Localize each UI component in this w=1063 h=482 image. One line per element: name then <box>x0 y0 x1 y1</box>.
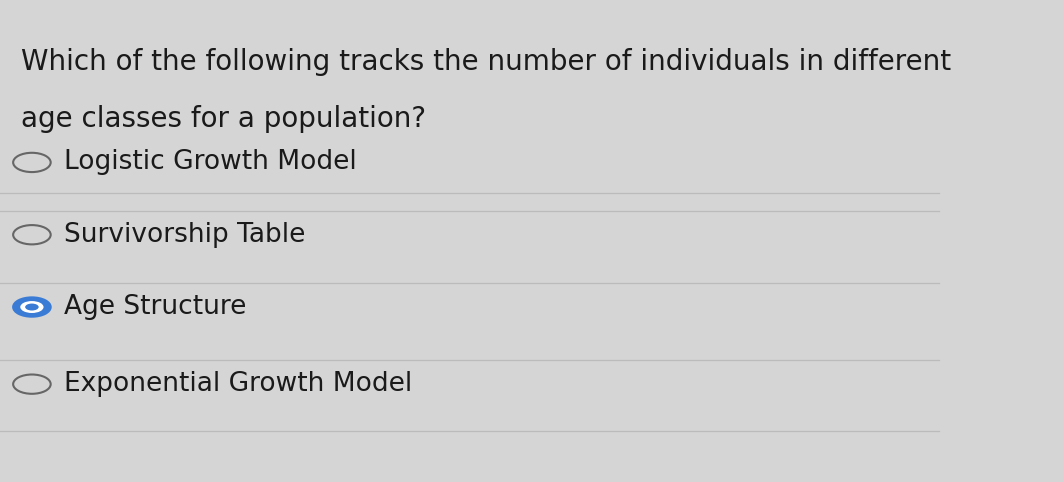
Text: Exponential Growth Model: Exponential Growth Model <box>64 371 412 397</box>
Circle shape <box>26 304 38 310</box>
Text: Survivorship Table: Survivorship Table <box>64 222 305 248</box>
Text: Age Structure: Age Structure <box>64 294 247 320</box>
Text: Logistic Growth Model: Logistic Growth Model <box>64 149 356 175</box>
Circle shape <box>20 301 44 313</box>
Circle shape <box>13 297 51 317</box>
Text: age classes for a population?: age classes for a population? <box>20 105 426 133</box>
Text: Which of the following tracks the number of individuals in different: Which of the following tracks the number… <box>20 48 950 76</box>
